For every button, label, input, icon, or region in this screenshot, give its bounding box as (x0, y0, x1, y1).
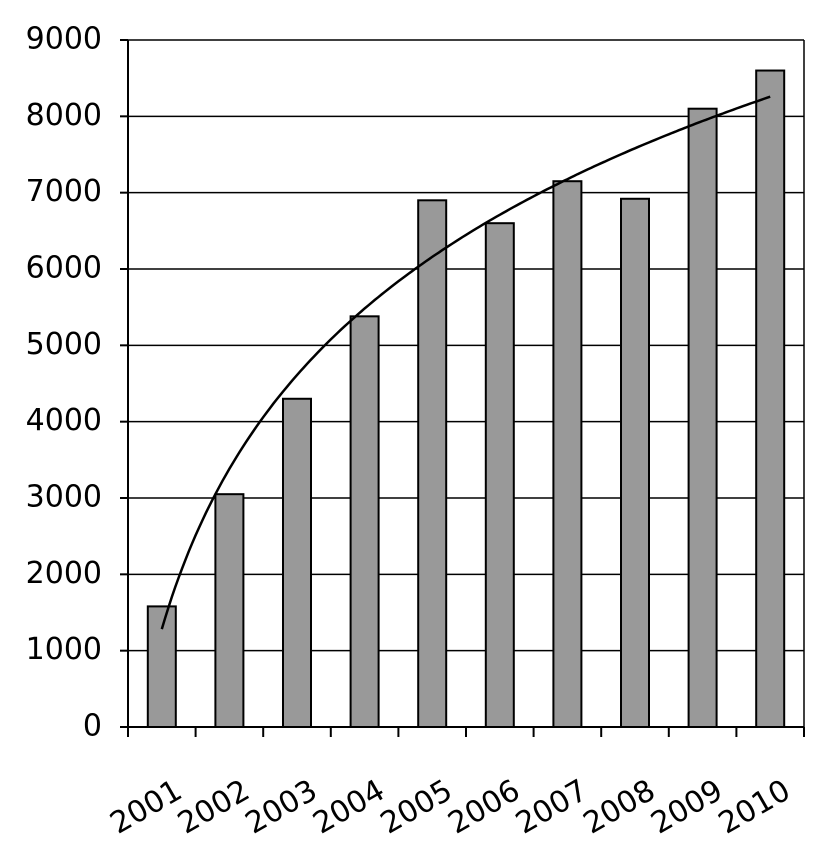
bar (282, 397, 312, 728)
bar (687, 107, 718, 728)
bar (755, 69, 786, 729)
bar (146, 605, 177, 728)
x-tick-label: 2006 (442, 773, 526, 841)
x-tick-label: 2010 (713, 773, 797, 841)
y-tick-label: 9000 (26, 22, 102, 57)
x-tick-label: 2004 (307, 773, 391, 841)
x-tick-label: 2009 (645, 773, 729, 841)
y-tick-label: 8000 (26, 98, 102, 133)
x-tick-label: 2005 (375, 773, 459, 841)
y-tick-label: 6000 (26, 251, 102, 286)
x-tick-label: 2003 (240, 773, 324, 841)
y-tick-label: 7000 (26, 174, 102, 209)
y-tick-label: 1000 (26, 632, 102, 667)
bar (417, 199, 448, 729)
x-tick-label: 2001 (104, 773, 188, 841)
y-tick-label: 5000 (26, 327, 102, 362)
bar (214, 493, 245, 728)
bar (349, 315, 380, 728)
x-tick-label: 2007 (510, 773, 594, 841)
bar (620, 197, 650, 729)
x-tick-label: 2002 (172, 773, 256, 841)
bar (484, 222, 515, 728)
y-tick-label: 2000 (26, 556, 102, 591)
x-tick-label: 2008 (578, 773, 662, 841)
y-tick-label: 3000 (26, 480, 102, 515)
bar (552, 180, 583, 728)
y-tick-label: 4000 (26, 403, 102, 438)
trend-line (160, 95, 771, 630)
y-tick-label: 0 (83, 709, 102, 744)
